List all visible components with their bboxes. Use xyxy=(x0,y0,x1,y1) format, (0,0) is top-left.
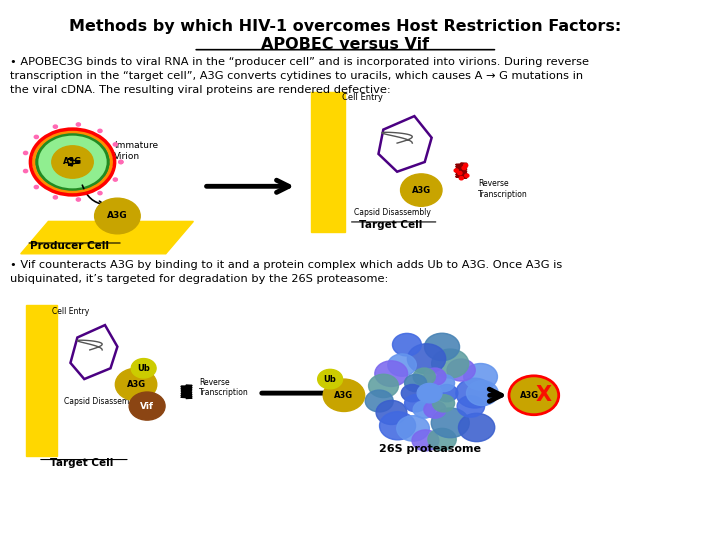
Circle shape xyxy=(509,376,559,415)
Polygon shape xyxy=(26,305,57,456)
Circle shape xyxy=(413,368,436,386)
Circle shape xyxy=(53,195,58,199)
Circle shape xyxy=(94,198,140,234)
Circle shape xyxy=(458,172,462,175)
Circle shape xyxy=(408,344,446,374)
Circle shape xyxy=(433,395,454,412)
Circle shape xyxy=(431,408,469,438)
Circle shape xyxy=(98,192,102,195)
Circle shape xyxy=(318,369,343,389)
Circle shape xyxy=(369,374,398,397)
Circle shape xyxy=(464,164,468,167)
Circle shape xyxy=(432,349,469,378)
Text: • APOBEC3G binds to viral RNA in the “producer cell” and is incorporated into vi: • APOBEC3G binds to viral RNA in the “pr… xyxy=(10,57,590,94)
Polygon shape xyxy=(71,325,117,379)
Circle shape xyxy=(412,430,438,451)
Circle shape xyxy=(35,136,38,139)
Circle shape xyxy=(436,384,458,402)
Circle shape xyxy=(464,174,469,177)
Text: • Vif counteracts A3G by binding to it and a protein complex which adds Ub to A3: • Vif counteracts A3G by binding to it a… xyxy=(10,260,562,284)
Text: Cell Entry: Cell Entry xyxy=(342,93,383,102)
Circle shape xyxy=(397,416,429,441)
Circle shape xyxy=(131,359,156,378)
Circle shape xyxy=(447,359,475,381)
Circle shape xyxy=(467,381,498,406)
Circle shape xyxy=(459,177,464,180)
Circle shape xyxy=(375,361,408,387)
Circle shape xyxy=(417,383,442,403)
Text: A3G: A3G xyxy=(520,391,539,400)
Text: Methods by which HIV-1 overcomes Host Restriction Factors:: Methods by which HIV-1 overcomes Host Re… xyxy=(69,19,621,34)
Circle shape xyxy=(459,413,495,442)
Polygon shape xyxy=(21,221,194,254)
Circle shape xyxy=(24,170,27,173)
Circle shape xyxy=(365,390,393,412)
Circle shape xyxy=(433,374,454,392)
Circle shape xyxy=(400,174,442,206)
Circle shape xyxy=(462,166,467,170)
Text: Ub: Ub xyxy=(324,375,336,383)
Text: Capsid Disassembly: Capsid Disassembly xyxy=(354,208,431,217)
Text: X: X xyxy=(536,385,552,406)
Circle shape xyxy=(456,378,494,408)
Circle shape xyxy=(379,411,415,440)
Circle shape xyxy=(76,198,81,201)
Circle shape xyxy=(424,368,446,386)
Text: A3G: A3G xyxy=(63,158,82,166)
Circle shape xyxy=(401,384,423,402)
Text: Vif: Vif xyxy=(140,402,154,410)
Circle shape xyxy=(115,368,157,401)
Text: Cell Entry: Cell Entry xyxy=(52,307,89,316)
Circle shape xyxy=(119,160,123,164)
Circle shape xyxy=(405,395,427,412)
Text: APOBEC versus Vif: APOBEC versus Vif xyxy=(261,37,429,52)
Text: Capsid Disassembly: Capsid Disassembly xyxy=(64,397,140,406)
Circle shape xyxy=(424,401,446,418)
Circle shape xyxy=(405,374,427,392)
Circle shape xyxy=(53,125,58,129)
Circle shape xyxy=(464,363,498,390)
Text: Reverse
Transcription: Reverse Transcription xyxy=(199,378,248,397)
Circle shape xyxy=(24,151,27,154)
Circle shape xyxy=(454,169,459,172)
Circle shape xyxy=(98,129,102,132)
Circle shape xyxy=(113,178,117,181)
Text: Target Cell: Target Cell xyxy=(50,458,113,468)
Text: Immature
Virion: Immature Virion xyxy=(114,141,158,161)
Circle shape xyxy=(388,354,416,376)
Circle shape xyxy=(113,143,117,146)
Polygon shape xyxy=(311,92,346,232)
Text: 26S proteasome: 26S proteasome xyxy=(379,444,480,454)
Circle shape xyxy=(76,123,81,126)
Text: A3G: A3G xyxy=(412,186,431,194)
Text: Target Cell: Target Cell xyxy=(359,220,422,231)
Circle shape xyxy=(392,333,421,356)
Circle shape xyxy=(52,146,93,178)
Text: A3G: A3G xyxy=(334,391,354,400)
Circle shape xyxy=(457,396,485,417)
Text: A3G: A3G xyxy=(107,212,127,220)
Circle shape xyxy=(37,134,109,190)
Circle shape xyxy=(413,401,436,418)
Circle shape xyxy=(428,428,456,450)
Text: Ub: Ub xyxy=(138,364,150,373)
Circle shape xyxy=(323,379,364,411)
Circle shape xyxy=(425,333,459,361)
Text: A3G: A3G xyxy=(127,380,145,389)
Polygon shape xyxy=(379,116,432,172)
Text: Producer Cell: Producer Cell xyxy=(30,241,109,252)
Text: Reverse
Transcription: Reverse Transcription xyxy=(478,179,528,199)
Circle shape xyxy=(119,160,123,164)
Circle shape xyxy=(376,401,407,424)
Circle shape xyxy=(129,392,165,420)
Circle shape xyxy=(35,185,38,188)
